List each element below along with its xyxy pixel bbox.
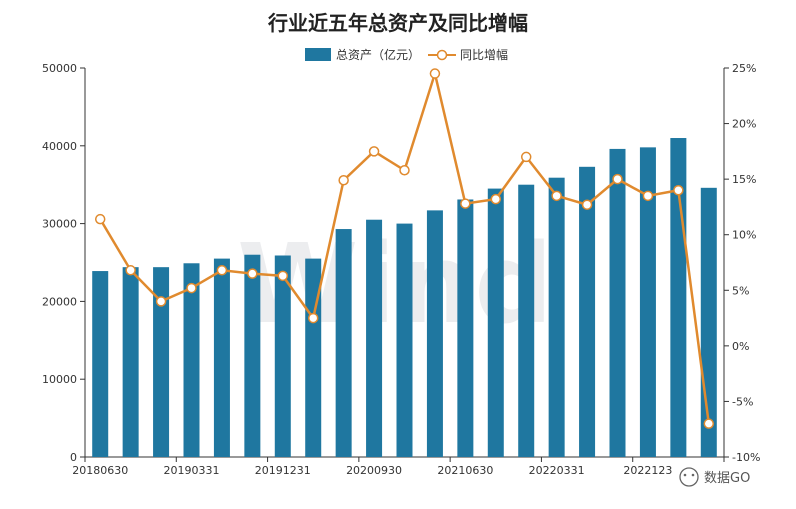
line-point — [368, 146, 380, 157]
bar — [366, 219, 383, 457]
legend-line-marker — [436, 49, 448, 61]
left-tick-label: 0 — [70, 451, 77, 464]
bar — [579, 166, 596, 457]
bar — [487, 188, 504, 457]
line-point — [125, 265, 136, 276]
bar — [335, 229, 352, 457]
legend-bar-swatch — [305, 48, 331, 61]
bar — [457, 199, 474, 457]
bar — [305, 258, 322, 457]
x-tick-label: 2022123 — [623, 464, 672, 477]
badge-text: 数据GO — [704, 471, 750, 486]
x-tick-label: 20210630 — [437, 464, 493, 477]
bar — [609, 148, 626, 458]
bar — [92, 271, 109, 457]
bar — [153, 267, 170, 457]
bar — [518, 184, 535, 457]
bar — [639, 147, 656, 457]
line-point — [155, 296, 167, 307]
x-tick-label: 20191231 — [255, 464, 311, 477]
wechat-badge: 数据GO — [679, 467, 750, 487]
x-tick-label: 20200930 — [346, 464, 402, 477]
line-point — [490, 193, 502, 205]
bar — [122, 267, 139, 457]
legend: 总资产（亿元） 同比增幅 — [305, 47, 508, 62]
right-tick-label: 5% — [732, 284, 749, 297]
wechat-icon — [679, 467, 699, 487]
line-point — [186, 282, 197, 294]
line-point — [460, 198, 471, 209]
bar — [426, 210, 443, 457]
line-point — [551, 190, 562, 202]
x-tick-label: 20220331 — [529, 464, 585, 477]
line-point — [307, 312, 319, 324]
legend-line-label: 同比增幅 — [460, 47, 508, 62]
line-point — [399, 165, 410, 176]
left-tick-label: 20000 — [42, 295, 77, 308]
right-tick-label: 20% — [732, 118, 756, 131]
line-point — [642, 190, 654, 202]
left-tick-label: 10000 — [42, 373, 77, 386]
left-axis-ticks: 0 10000 20000 30000 40000 50000 — [42, 62, 85, 464]
left-tick-label: 30000 — [42, 218, 77, 231]
bar-series — [92, 138, 717, 458]
line-point — [429, 68, 441, 79]
right-tick-label: -5% — [732, 395, 753, 408]
x-axis-ticks: 20180630 20190331 20191231 20200930 20210630… — [72, 457, 725, 477]
left-tick-label: 50000 — [42, 62, 77, 75]
line-series — [94, 68, 715, 429]
line-point — [216, 265, 228, 276]
line-point — [338, 175, 349, 186]
right-tick-label: 15% — [732, 173, 756, 186]
right-tick-label: 10% — [732, 229, 756, 242]
bar — [396, 223, 413, 457]
right-tick-label: 0% — [732, 340, 749, 353]
line-point — [277, 270, 289, 282]
line-point — [581, 199, 593, 210]
bar — [274, 255, 291, 457]
left-tick-label: 40000 — [42, 140, 77, 153]
line-point — [673, 185, 684, 196]
chart-title: 行业近五年总资产及同比增幅 — [267, 11, 528, 35]
legend-bar-label: 总资产（亿元） — [336, 47, 420, 62]
line-point — [612, 173, 623, 185]
right-tick-label: -10% — [732, 451, 760, 464]
right-tick-label: 25% — [732, 62, 756, 75]
line-point — [94, 213, 106, 225]
right-axis-ticks: -10% -5% 0% 5% 10% 15% 20% 25% — [724, 62, 760, 464]
bar — [183, 263, 200, 457]
line-point — [520, 151, 532, 163]
x-tick-label: 20180630 — [72, 464, 128, 477]
bar — [213, 258, 230, 457]
line-point — [247, 268, 258, 279]
line-point — [703, 418, 715, 429]
bar — [548, 177, 565, 457]
x-tick-label: 20190331 — [164, 464, 220, 477]
bar — [244, 254, 261, 457]
